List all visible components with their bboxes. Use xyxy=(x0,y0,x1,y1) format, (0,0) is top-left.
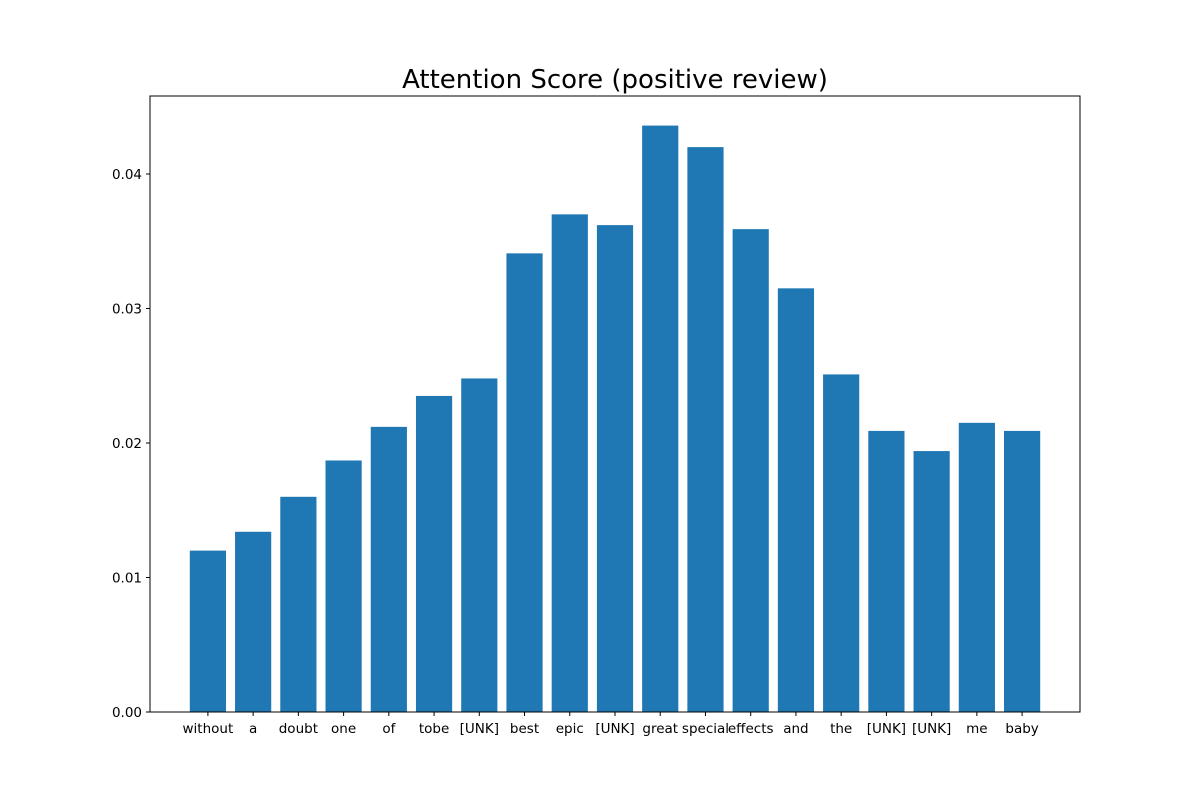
bar-10 xyxy=(642,125,679,712)
x-tick-label-3: one xyxy=(331,721,356,737)
bar-2 xyxy=(280,496,317,712)
x-tick-label-4: of xyxy=(382,721,396,737)
bar-16 xyxy=(913,451,950,712)
x-tick-label-7: best xyxy=(510,721,539,737)
bar-7 xyxy=(506,253,543,713)
bar-5 xyxy=(415,395,453,712)
x-tick-label-18: baby xyxy=(1005,721,1038,737)
y-tick-label-1: 0.01 xyxy=(112,571,142,587)
x-tick-label-17: me xyxy=(966,721,987,737)
bar-13 xyxy=(777,288,815,712)
bar-12 xyxy=(732,229,769,712)
bar-14 xyxy=(823,374,860,712)
x-axis: without a doubt one of tobe [UNK] best epic [UNK]… xyxy=(183,712,1039,737)
bar-8 xyxy=(551,214,588,712)
y-tick-label-4: 0.04 xyxy=(112,167,142,183)
x-tick-label-8: epic xyxy=(556,721,584,737)
x-tick-label-11: special xyxy=(682,721,729,737)
x-tick-label-6: [UNK] xyxy=(460,721,499,737)
x-tick-label-13: and xyxy=(783,721,808,737)
x-tick-label-15: [UNK] xyxy=(867,721,906,737)
bar-4 xyxy=(370,426,407,712)
x-tick-label-9: [UNK] xyxy=(595,721,634,737)
bar-17 xyxy=(958,422,995,712)
y-axis: 0.00 0.01 0.02 0.03 0.04 xyxy=(112,167,150,721)
bars-layer xyxy=(189,125,1041,713)
bar-3 xyxy=(325,460,362,712)
y-tick-label-3: 0.03 xyxy=(112,302,142,318)
bar-18 xyxy=(1004,430,1041,712)
bar-6 xyxy=(461,378,498,712)
x-tick-label-5: tobe xyxy=(419,721,449,737)
x-tick-label-1: a xyxy=(249,721,257,737)
x-tick-label-10: great xyxy=(642,721,678,737)
y-tick-label-0: 0.00 xyxy=(112,705,142,721)
y-tick-label-2: 0.02 xyxy=(112,436,142,452)
chart-title: Attention Score (positive review) xyxy=(402,65,828,95)
bar-9 xyxy=(596,225,634,712)
bar-0 xyxy=(189,550,226,712)
x-tick-label-0: without xyxy=(183,721,234,737)
x-tick-label-2: doubt xyxy=(279,721,318,737)
x-tick-label-14: the xyxy=(830,721,852,737)
x-tick-label-16: [UNK] xyxy=(912,721,951,737)
bar-15 xyxy=(868,430,905,712)
x-tick-label-12: effects xyxy=(728,721,774,737)
bar-11 xyxy=(687,147,724,712)
bar-1 xyxy=(235,531,272,712)
